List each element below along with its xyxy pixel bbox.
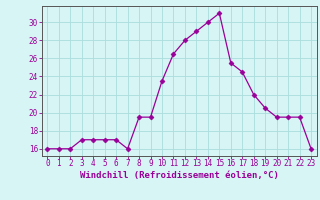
X-axis label: Windchill (Refroidissement éolien,°C): Windchill (Refroidissement éolien,°C) [80,171,279,180]
